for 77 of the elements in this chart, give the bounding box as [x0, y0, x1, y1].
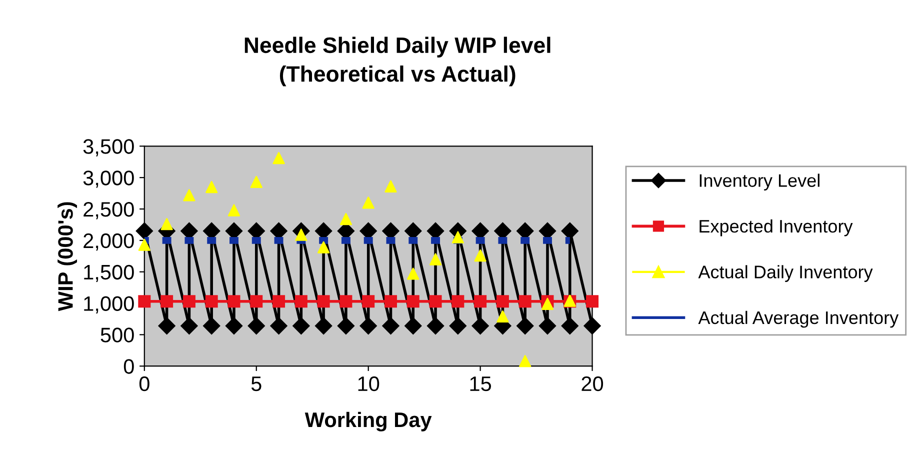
point	[182, 295, 196, 308]
point	[136, 222, 153, 240]
point	[203, 317, 220, 334]
point	[452, 231, 464, 244]
point	[404, 317, 422, 334]
y-tick-label: 0	[124, 359, 134, 374]
y-tick-label: 1,500	[84, 264, 134, 282]
point	[496, 295, 509, 308]
point	[429, 295, 442, 308]
point	[384, 180, 397, 192]
point	[384, 295, 397, 308]
point	[426, 317, 444, 334]
point	[206, 180, 218, 194]
point	[541, 298, 554, 310]
point	[270, 317, 288, 334]
point	[452, 295, 464, 308]
point	[360, 317, 377, 334]
point	[180, 317, 198, 334]
point	[340, 295, 352, 308]
legend-label: Actual Average Inventory	[698, 310, 899, 328]
point	[584, 317, 601, 334]
point	[362, 196, 374, 209]
point	[362, 295, 375, 308]
point	[518, 295, 532, 308]
y-axis-title: WIP (000's)	[58, 202, 78, 312]
point	[472, 317, 489, 334]
point	[586, 295, 599, 308]
point	[225, 317, 243, 334]
point	[317, 295, 330, 308]
point	[138, 295, 151, 308]
point	[183, 189, 196, 202]
point	[158, 317, 176, 334]
x-tick-label: 15	[470, 376, 492, 392]
point	[337, 317, 354, 334]
chart-title: Needle Shield Daily WIP level (Theoretical vs Actual)	[244, 36, 550, 86]
point	[429, 253, 442, 266]
point	[250, 295, 263, 308]
point	[315, 317, 332, 334]
point	[474, 295, 487, 308]
legend-label: Actual Daily Inventory	[698, 265, 873, 282]
y-tick-label: 2,000	[84, 233, 134, 251]
point	[160, 295, 174, 308]
point	[228, 204, 240, 216]
point	[449, 317, 466, 334]
point	[561, 317, 578, 334]
point	[250, 176, 262, 188]
point	[272, 152, 285, 164]
point	[292, 317, 310, 334]
point	[160, 218, 173, 230]
point	[382, 317, 400, 334]
legend-label: Expected Inventory	[700, 219, 853, 236]
point	[205, 295, 218, 308]
legend-label: Inventory Level	[700, 174, 820, 191]
point	[248, 317, 265, 334]
x-tick-label: 20	[582, 376, 604, 392]
point	[138, 238, 150, 251]
x-tick-label: 10	[358, 376, 380, 392]
point	[474, 249, 486, 262]
point	[272, 295, 286, 308]
y-tick-label: 1,000	[84, 296, 134, 314]
point	[294, 295, 308, 308]
y-tick-label: 2,500	[84, 202, 134, 220]
y-tick-label: 500	[100, 328, 134, 342]
y-tick-label: 3,000	[83, 170, 134, 188]
point	[407, 268, 420, 280]
point	[317, 241, 330, 254]
x-tick-label: 0	[139, 376, 150, 392]
point	[340, 212, 352, 226]
point	[516, 317, 534, 334]
point	[538, 317, 556, 334]
y-tick-label: 3,500	[83, 139, 134, 156]
point	[496, 310, 509, 323]
point	[519, 355, 532, 368]
x-axis-title: Working Day	[304, 412, 432, 432]
point	[406, 295, 420, 308]
point	[228, 295, 240, 308]
x-tick-label: 5	[251, 376, 262, 392]
